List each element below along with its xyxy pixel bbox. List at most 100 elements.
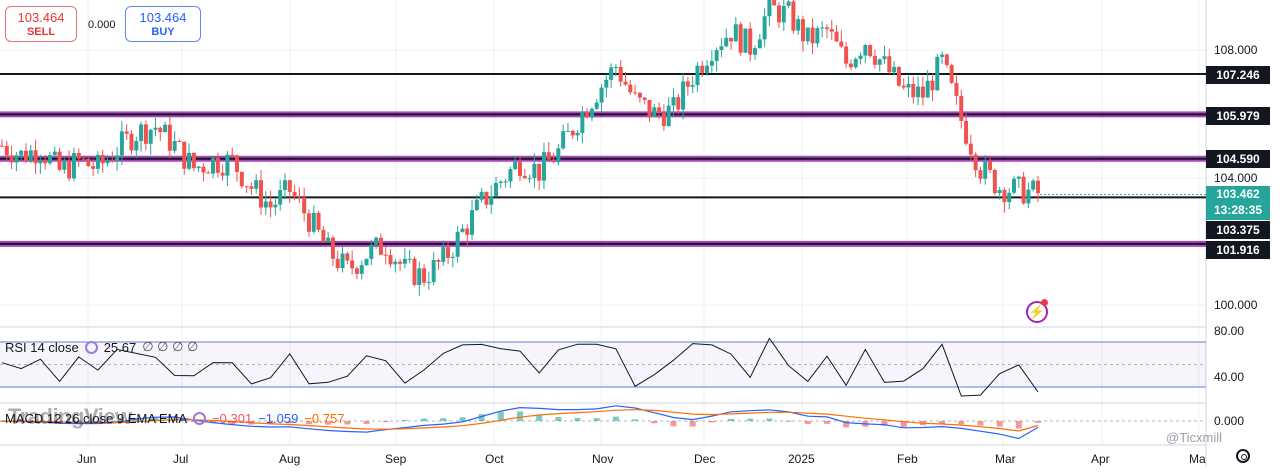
macd-histogram-bar — [747, 418, 754, 421]
candle-up — [187, 152, 192, 169]
candle-up — [508, 169, 513, 182]
candle-up — [599, 87, 604, 103]
macd-histogram-bar — [632, 419, 639, 421]
candle-down — [446, 247, 451, 258]
candle-down — [791, 1, 796, 31]
macd-histogram-bar — [286, 421, 293, 424]
candle-up — [311, 212, 316, 232]
candle-up — [364, 258, 369, 266]
candle-down — [43, 159, 48, 164]
candle-down — [259, 180, 263, 208]
candle-up — [580, 112, 585, 133]
candle-up — [1031, 180, 1036, 190]
candle-down — [930, 80, 935, 91]
level-tag-105[interactable]: 105.979 — [1206, 107, 1270, 125]
candle-up — [589, 108, 594, 118]
candle-up — [1007, 192, 1012, 203]
candle-down — [91, 166, 96, 169]
candle-down — [206, 172, 211, 174]
macd-histogram-bar — [133, 418, 140, 421]
candle-up — [743, 28, 748, 53]
macd-histogram-bar — [75, 421, 82, 423]
macd-histogram-bar — [881, 421, 888, 426]
macd-histogram-bar — [823, 421, 830, 424]
candle-down — [628, 84, 633, 93]
candle-up — [892, 66, 897, 73]
time-axis-label: Oct — [485, 452, 504, 466]
candle-down — [949, 65, 954, 83]
candle-up — [359, 265, 364, 274]
candle-up — [561, 131, 566, 149]
candle-up — [671, 97, 676, 106]
candle-down — [220, 172, 225, 176]
time-axis-label: Jun — [77, 452, 97, 466]
candle-up — [805, 27, 810, 42]
candle-down — [422, 268, 427, 283]
level-tag-103[interactable]: 103.375 — [1206, 221, 1270, 239]
signal-line-value: −0.757 — [304, 411, 345, 426]
current-price: 103.462 — [1216, 187, 1260, 201]
macd-legend[interactable]: MACD 12 26 close 9 EMA EMA −0.301 −1.059… — [5, 411, 344, 426]
lightning-icon[interactable]: ⚡ — [1026, 301, 1048, 323]
candle-down — [700, 65, 705, 73]
candle-up — [527, 178, 532, 180]
time-axis-label: Mar — [995, 452, 1016, 466]
candle-down — [201, 166, 206, 173]
candle-down — [354, 268, 359, 274]
candle-down — [661, 113, 666, 127]
candle-up — [652, 107, 657, 117]
candle-up — [470, 210, 475, 235]
level-tag-104[interactable]: 104.590 — [1206, 150, 1270, 168]
candle-down — [388, 255, 393, 265]
settings-icon[interactable] — [84, 340, 98, 354]
candle-down — [585, 112, 590, 118]
candle-down — [618, 66, 623, 82]
macd-histogram-bar — [939, 421, 946, 424]
candle-down — [522, 175, 527, 179]
candle-down — [546, 152, 551, 160]
candle-up — [479, 191, 484, 200]
bar-countdown: 13:28:35 — [1213, 203, 1263, 217]
candle-down — [398, 261, 403, 264]
candle-up — [139, 124, 144, 142]
macd-histogram-bar — [728, 418, 735, 421]
settings-icon[interactable] — [193, 412, 207, 425]
candle-up — [695, 65, 700, 85]
candle-up — [119, 131, 124, 156]
candle-up — [753, 48, 758, 55]
macd-histogram-bar — [689, 421, 696, 427]
candle-up — [781, 5, 786, 23]
candle-down — [9, 155, 14, 163]
candle-down — [988, 161, 993, 170]
level-tag-101[interactable]: 101.916 — [1206, 241, 1270, 259]
rsi-legend[interactable]: RSI 14 close 25.67 ∅ ∅ ∅ ∅ — [5, 339, 198, 355]
candle-down — [316, 212, 321, 230]
candle-up — [163, 124, 168, 133]
candle-down — [676, 97, 681, 110]
candle-up — [594, 102, 599, 109]
sell-button[interactable]: 103.464 SELL — [5, 6, 77, 42]
candle-up — [690, 84, 695, 87]
candle-down — [748, 28, 753, 55]
candle-up — [565, 130, 570, 132]
buy-button[interactable]: 103.464 BUY — [125, 6, 201, 42]
level-tag-107[interactable]: 107.246 — [1206, 66, 1270, 84]
candle-up — [858, 55, 863, 59]
candle-up — [393, 261, 398, 265]
candle-down — [964, 120, 969, 144]
candle-up — [441, 247, 446, 262]
tradingview-watermark: TradingView — [8, 404, 132, 429]
price-axis-label: 104.000 — [1214, 171, 1258, 185]
macd-histogram-bar — [1035, 421, 1041, 423]
candle-up — [278, 189, 283, 205]
macd-histogram-bar — [958, 421, 965, 425]
candle-down — [954, 82, 959, 96]
gear-icon[interactable] — [1236, 449, 1250, 463]
time-axis-label: Apr — [1091, 452, 1110, 466]
candle-up — [494, 182, 499, 197]
macd-histogram-bar — [996, 421, 1003, 427]
candle-down — [230, 154, 235, 156]
candle-down — [86, 158, 91, 167]
